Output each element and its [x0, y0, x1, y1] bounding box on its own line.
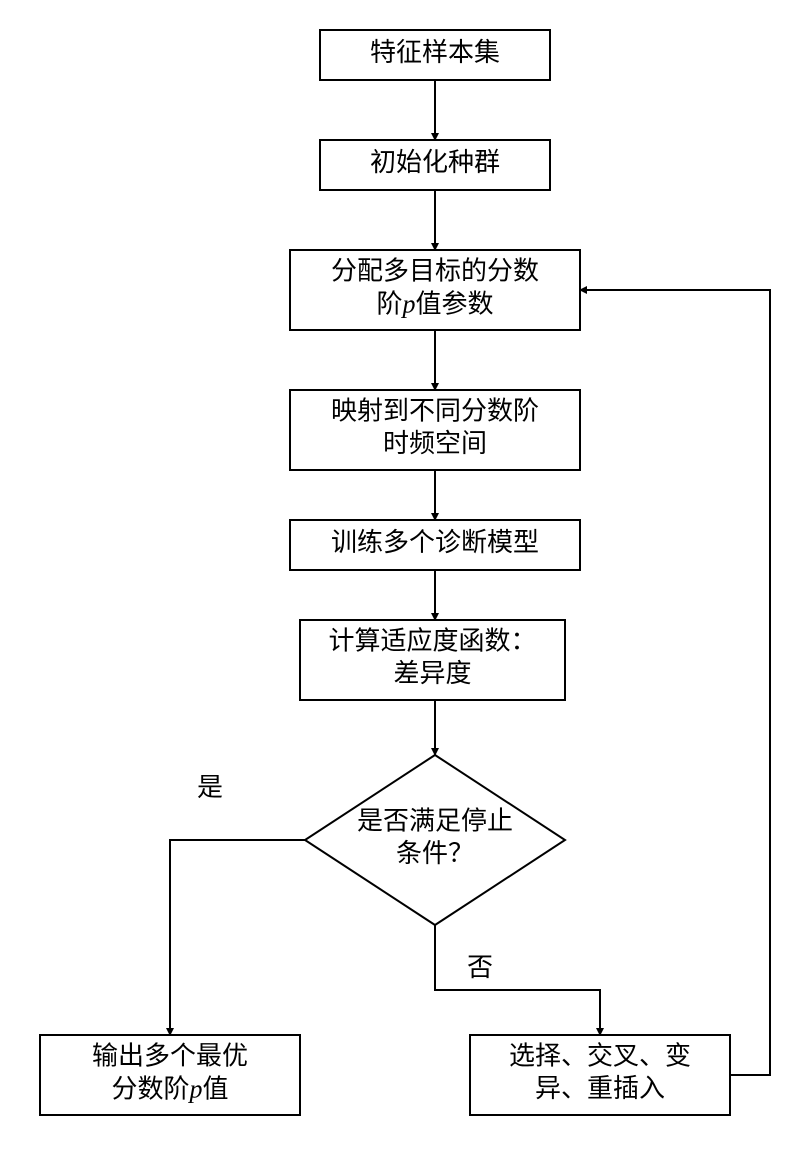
node-n1: 特征样本集 [320, 30, 550, 80]
node-n9-line-1: 异、重插入 [535, 1074, 665, 1103]
flowchart-canvas: 是否 特征样本集初始化种群分配多目标的分数阶p值参数映射到不同分数阶时频空间训练… [0, 0, 800, 1167]
edge-n7-n9 [435, 925, 600, 1035]
node-n2: 初始化种群 [320, 140, 550, 190]
edge-n9-n3 [580, 290, 770, 1075]
node-n9: 选择、交叉、变异、重插入 [470, 1035, 730, 1115]
edge-label-n7-n8: 是 [197, 773, 223, 802]
node-n6: 计算适应度函数： 差异度 [300, 620, 565, 700]
node-n4-line-0: 映射到不同分数阶 [331, 397, 539, 426]
node-n1-line-0: 特征样本集 [370, 38, 500, 67]
node-n8-line-0: 输出多个最优 [92, 1042, 248, 1071]
node-n5-line-0: 训练多个诊断模型 [331, 528, 539, 557]
edge-label-n7-n9: 否 [467, 953, 493, 982]
node-n7-line-1: 条件？ [396, 839, 474, 868]
node-n6-line-0: 计算适应度函数： [328, 627, 536, 656]
node-n6-line-1: 差异度 [393, 659, 471, 688]
node-n2-line-0: 初始化种群 [370, 148, 500, 177]
nodes-layer: 特征样本集初始化种群分配多目标的分数阶p值参数映射到不同分数阶时频空间训练多个诊… [40, 30, 730, 1115]
node-n3-line-0: 分配多目标的分数 [331, 257, 539, 286]
edges-layer: 是否 [170, 80, 770, 1075]
node-n5: 训练多个诊断模型 [290, 520, 580, 570]
node-n8-line-1: 分数阶p值 [111, 1074, 228, 1103]
edge-n7-n8 [170, 840, 305, 1035]
node-n4: 映射到不同分数阶时频空间 [290, 390, 580, 470]
node-n4-line-1: 时频空间 [383, 429, 487, 458]
node-n7-line-0: 是否满足停止 [357, 807, 513, 836]
node-n3-line-1: 阶p值参数 [376, 289, 493, 318]
node-n9-line-0: 选择、交叉、变 [509, 1042, 691, 1071]
node-n7: 是否满足停止条件？ [305, 755, 565, 925]
node-n3: 分配多目标的分数阶p值参数 [290, 250, 580, 330]
node-n8: 输出多个最优分数阶p值 [40, 1035, 300, 1115]
